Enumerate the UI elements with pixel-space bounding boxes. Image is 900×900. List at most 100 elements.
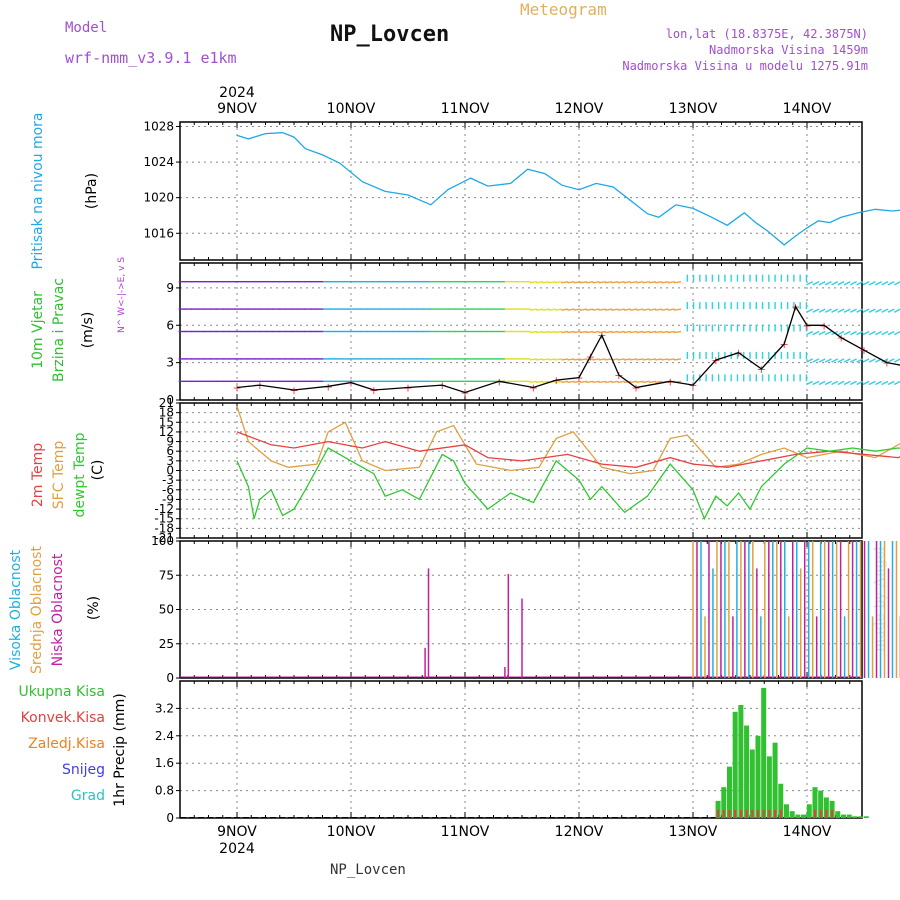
- temp-axis-unit: (C): [90, 460, 106, 481]
- precip-legend-item: Konvek.Kisa: [21, 710, 105, 726]
- wind-arrow: [561, 330, 569, 334]
- precip-conv-bar: [722, 810, 725, 818]
- wind-arrow: [881, 358, 889, 363]
- wind-arrow: [843, 330, 851, 336]
- wind-arrow: [579, 280, 588, 284]
- wind-arrow: [674, 330, 682, 334]
- wind-arrow: [548, 330, 556, 334]
- precip-bar: [761, 687, 767, 818]
- wind-arrow: [893, 380, 900, 386]
- wind-arrow: [881, 308, 889, 313]
- wind-arrow: [536, 280, 544, 284]
- wind-arrow: [655, 308, 663, 311]
- wind-arrow: [862, 281, 870, 286]
- wind-arrow: [843, 308, 851, 313]
- precip-conv-bar: [774, 810, 777, 818]
- wind-arrow: [623, 308, 631, 311]
- bottom-date-label: 13NOV: [669, 824, 718, 840]
- precip-conv-bar: [779, 810, 782, 818]
- precip-bar: [863, 816, 869, 818]
- wind-arrow: [875, 281, 882, 286]
- precip-bar: [858, 816, 864, 818]
- temp-axis-title-2m: 2m Temp: [30, 443, 46, 507]
- wind-arrow: [674, 358, 682, 361]
- sfc-temp-line: [236, 406, 900, 475]
- wind-arrow: [579, 380, 588, 384]
- wind-arrow: [617, 330, 625, 334]
- wind-arrow: [592, 308, 600, 311]
- wind-arrow: [648, 380, 657, 384]
- wind-arrow: [567, 330, 575, 334]
- wind-ytick-label: 0: [166, 393, 174, 407]
- bottom-year-label: 2024: [219, 841, 255, 857]
- wind-arrow: [642, 380, 650, 384]
- temperature-ytick-label: -21: [154, 531, 174, 545]
- precip-bar: [715, 800, 721, 818]
- wind-arrow: [542, 330, 550, 334]
- cloud-ytick-label: 100: [151, 534, 174, 548]
- precip-bar: [846, 814, 852, 818]
- precip-bar: [801, 814, 807, 818]
- wind-arrow: [573, 330, 581, 334]
- pressure-series-line: [236, 132, 900, 246]
- cloud-ytick-label: 50: [159, 603, 174, 617]
- wind-arrow: [548, 358, 556, 361]
- wind-arrow: [605, 330, 613, 334]
- footer-station-name: NP_Lovcen: [330, 862, 406, 878]
- wind-arrow: [598, 280, 606, 284]
- top-year-label: 2024: [219, 85, 255, 101]
- wind-axis-unit: (m/s): [80, 312, 96, 349]
- wind-arrow: [561, 280, 569, 284]
- wind-arrow: [554, 308, 563, 311]
- wind-arrow: [611, 280, 619, 284]
- precip-bar: [823, 797, 829, 818]
- wind-arrow: [642, 308, 650, 311]
- bottom-date-label: 9NOV: [217, 824, 257, 840]
- wind-arrow: [893, 358, 900, 363]
- wind-arrow: [881, 281, 889, 286]
- wind-arrow: [868, 308, 876, 313]
- wind-arrow: [529, 358, 537, 361]
- temperature-ytick-label: -6: [162, 483, 174, 497]
- wind-arrow: [648, 358, 657, 361]
- precip-bar: [829, 800, 835, 818]
- precip-conv-bar: [717, 810, 720, 818]
- wind-arrow: [893, 308, 900, 313]
- bottom-date-label: 11NOV: [441, 824, 490, 840]
- wind-arrow: [630, 380, 638, 384]
- precip-bar: [744, 725, 750, 818]
- precip-bar: [721, 787, 727, 818]
- precip-bar: [795, 814, 801, 818]
- precip-legend-item: Ukupna Kisa: [18, 684, 105, 700]
- wind-arrow: [856, 330, 864, 336]
- wind-arrow: [667, 330, 675, 334]
- wind-arrow: [818, 281, 826, 286]
- wind-speed-marker: +: [232, 382, 241, 395]
- wind-arrow: [837, 330, 845, 336]
- wind-arrow: [630, 308, 638, 311]
- precip-bar: [835, 811, 841, 818]
- precip-bar: [778, 783, 784, 818]
- wind-arrow: [806, 380, 814, 386]
- wind-arrow: [542, 280, 550, 284]
- wind-arrow: [818, 308, 826, 313]
- wind-arrow: [605, 358, 613, 361]
- wind-arrow: [812, 330, 820, 336]
- wind-arrow: [636, 358, 644, 361]
- wind-arrow: [573, 380, 581, 384]
- wind-arrow: [862, 358, 870, 363]
- precip-legend-item: Grad: [71, 788, 105, 804]
- wind-arrow: [667, 280, 675, 284]
- wind-arrow: [812, 380, 820, 386]
- wind-arrow: [630, 358, 638, 361]
- wind-arrow: [887, 308, 895, 313]
- top-date-label: 14NOV: [783, 101, 832, 117]
- wind-arrow: [642, 358, 650, 361]
- wind-arrow: [850, 330, 857, 336]
- wind-arrow: [655, 380, 663, 384]
- wind-arrow: [548, 308, 556, 311]
- bottom-date-label: 12NOV: [555, 824, 604, 840]
- wind-arrow: [818, 358, 826, 363]
- precip-bar: [806, 804, 812, 818]
